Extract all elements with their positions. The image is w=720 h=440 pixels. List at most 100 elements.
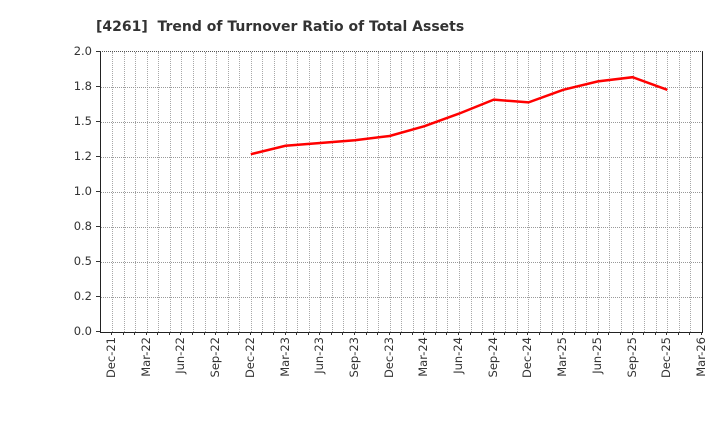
x-axis-tick [249, 332, 251, 335]
x-axis-tick [666, 332, 668, 335]
y-axis-label: 0.2 [73, 289, 92, 303]
x-axis-tick [677, 332, 679, 335]
x-axis-tick [284, 332, 286, 335]
x-axis-tick [296, 332, 298, 335]
x-axis-tick [654, 332, 656, 335]
horizontal-gridline [101, 87, 702, 88]
x-axis-label: Dec-24 [520, 337, 535, 379]
horizontal-gridline [101, 227, 702, 228]
x-axis-label: Sep-22 [208, 337, 223, 378]
x-axis-tick [111, 332, 112, 335]
x-axis-tick [180, 332, 182, 335]
x-axis-label: Jun-22 [173, 337, 188, 374]
plot-area [100, 51, 703, 333]
y-axis-tick [96, 86, 100, 87]
x-axis-label: Jun-25 [589, 337, 604, 374]
y-axis-label: 1.8 [73, 79, 92, 93]
x-axis-tick [515, 332, 517, 335]
x-axis-label: Mar-23 [277, 337, 292, 377]
y-axis-tick [96, 156, 100, 157]
x-axis-label: Dec-21 [104, 337, 118, 379]
y-axis-tick [96, 331, 100, 332]
x-axis-tick [504, 332, 506, 335]
x-axis-label: Mar-25 [555, 337, 570, 377]
y-axis-label: 2.0 [73, 44, 92, 58]
x-axis-tick [365, 332, 367, 335]
x-axis-tick [492, 332, 494, 335]
x-axis-tick [330, 332, 332, 335]
x-axis-tick [400, 332, 402, 335]
y-axis-label: 1.2 [73, 149, 92, 163]
x-axis-label: Dec-22 [242, 337, 257, 379]
x-axis-tick [631, 332, 633, 335]
x-axis-tick [377, 332, 379, 335]
x-axis-tick [423, 332, 425, 335]
x-axis-label: Sep-23 [346, 337, 361, 378]
x-axis-tick [272, 332, 274, 335]
x-axis-tick [446, 332, 448, 335]
y-axis-tick [96, 261, 100, 262]
x-axis-label: Dec-23 [381, 337, 396, 379]
x-axis-tick [481, 332, 483, 335]
x-axis-tick [342, 332, 344, 335]
x-axis-tick [562, 332, 564, 335]
series-line-turnover-ratio [250, 75, 668, 156]
horizontal-gridline [101, 122, 702, 123]
y-axis-tick [96, 296, 100, 297]
x-axis-tick [573, 332, 575, 335]
x-axis-tick [458, 332, 460, 335]
y-axis-tick [96, 121, 100, 122]
x-axis-label: Mar-26 [694, 337, 708, 377]
x-axis-tick [585, 332, 587, 335]
x-axis-tick [643, 332, 645, 335]
x-axis-tick [527, 332, 529, 335]
x-axis-tick [319, 332, 321, 335]
x-axis-label: Jun-24 [451, 337, 466, 374]
x-axis-label: Sep-24 [485, 337, 500, 378]
x-axis-tick [191, 332, 193, 335]
x-axis-tick [596, 332, 598, 335]
x-axis-tick [122, 332, 124, 335]
x-axis-tick [168, 332, 170, 335]
x-axis-tick [388, 332, 390, 335]
x-axis-tick [226, 332, 228, 335]
horizontal-gridline [101, 297, 702, 298]
x-axis-label: Jun-23 [312, 337, 327, 374]
y-axis-tick [96, 51, 100, 52]
x-axis-tick [203, 332, 205, 335]
x-axis-tick [157, 332, 159, 335]
x-axis-tick [261, 332, 263, 335]
x-axis-tick [689, 332, 691, 335]
y-axis-label: 1.5 [73, 114, 92, 128]
x-axis-tick [307, 332, 309, 335]
horizontal-gridline [101, 157, 702, 158]
x-axis-tick [215, 332, 217, 335]
x-axis-tick [620, 332, 622, 335]
x-axis-label: Dec-25 [659, 337, 674, 379]
y-axis-label: 0.8 [73, 219, 92, 233]
x-axis-label: Mar-24 [416, 337, 431, 377]
x-axis-label: Sep-25 [624, 337, 639, 378]
y-axis-label: 0.0 [73, 324, 92, 338]
x-axis-tick [701, 332, 702, 335]
x-axis-tick [145, 332, 147, 335]
y-axis-label: 1.0 [73, 184, 92, 198]
chart-title: [4261] Trend of Turnover Ratio of Total … [96, 19, 465, 35]
x-axis-tick [411, 332, 413, 335]
x-axis-tick [469, 332, 471, 335]
horizontal-gridline [101, 192, 702, 193]
x-axis-tick [434, 332, 436, 335]
series-canvas [250, 75, 668, 156]
x-axis-tick [539, 332, 541, 335]
x-axis-label: Mar-22 [138, 337, 153, 377]
y-axis-tick [96, 191, 100, 192]
x-axis-tick [608, 332, 610, 335]
x-axis-tick [353, 332, 355, 335]
x-axis-tick [550, 332, 552, 335]
x-axis-tick [134, 332, 136, 335]
x-axis-tick [238, 332, 240, 335]
y-axis-tick [96, 226, 100, 227]
horizontal-gridline [101, 262, 702, 263]
y-axis-label: 0.5 [73, 254, 92, 268]
